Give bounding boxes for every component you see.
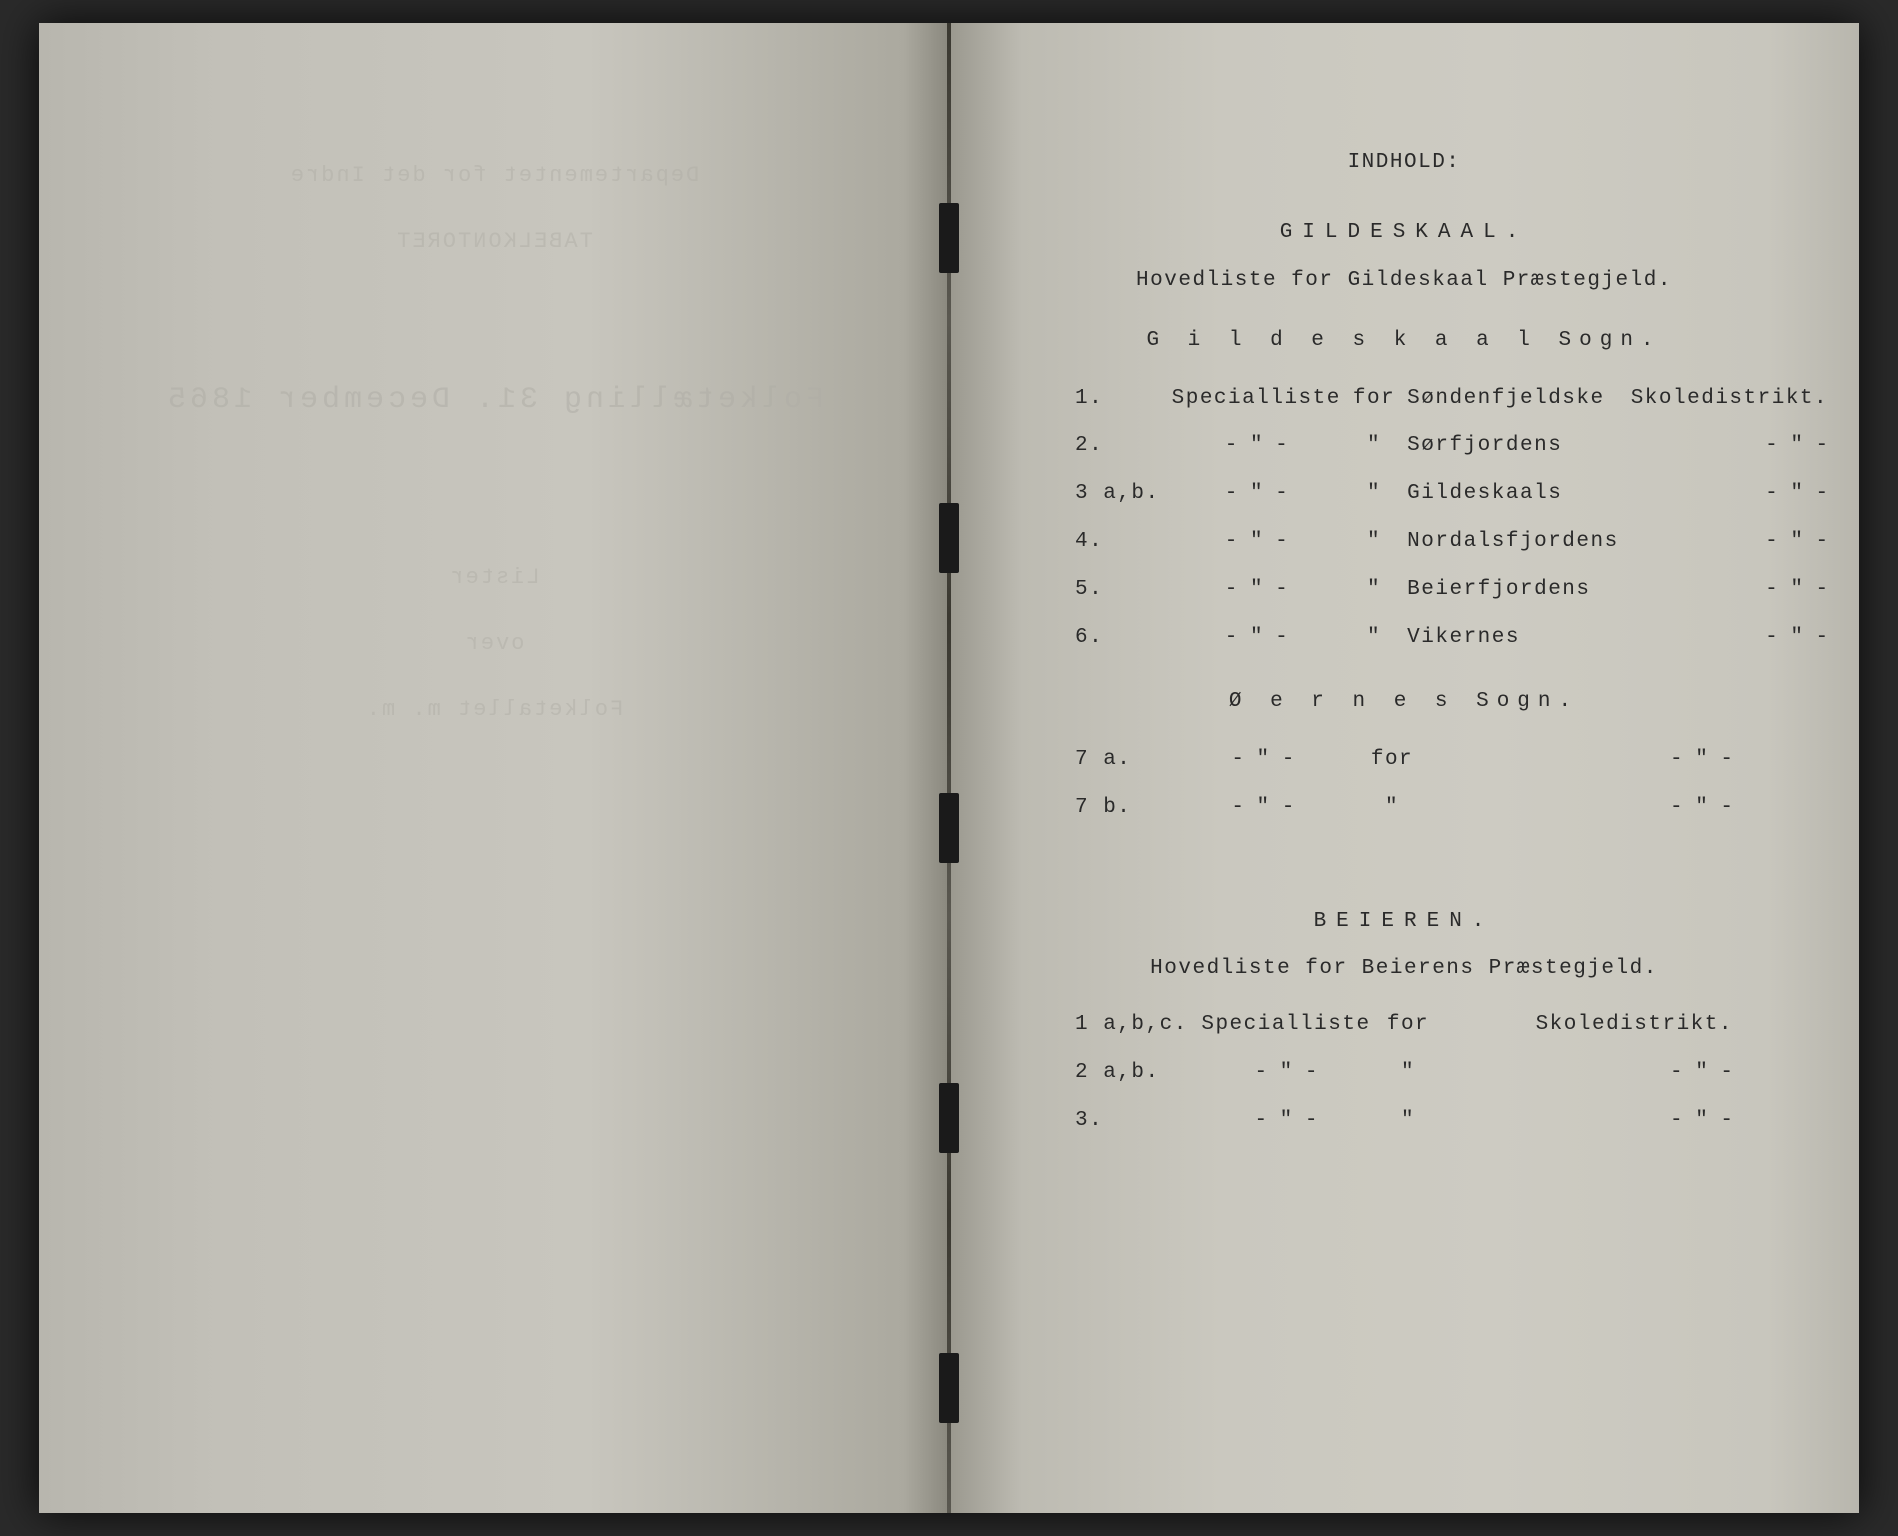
row-spec: - " - <box>1166 422 1347 470</box>
row-dist: - " - <box>1625 566 1834 614</box>
section-subheading-beieren: Hovedliste for Beierens Præstegjeld. <box>1069 949 1739 989</box>
row-dist: - " - <box>1625 518 1834 566</box>
row-num: 7 a. <box>1069 736 1169 784</box>
row-dist: Skoledistrikt. <box>1530 1001 1739 1049</box>
right-page: INDHOLD: GILDESKAAL. Hovedliste for Gild… <box>949 23 1859 1513</box>
listing-table-beieren: 1 a,b,c. Specialliste for Skoledistrikt.… <box>1069 1001 1739 1145</box>
row-name <box>1438 1049 1530 1097</box>
sogn-label-oernes: Ø e r n e s Sogn. <box>1069 682 1739 722</box>
row-for: " <box>1347 518 1401 566</box>
row-num: 1. <box>1069 375 1166 423</box>
binding-mark <box>939 1353 959 1423</box>
row-dist: - " - <box>1664 784 1739 832</box>
ghost-sub3: Folketallet m. m. <box>119 677 869 743</box>
row-dist: - " - <box>1664 736 1739 784</box>
row-spec: - " - <box>1166 518 1347 566</box>
content-body: INDHOLD: GILDESKAAL. Hovedliste for Gild… <box>1029 143 1779 1145</box>
table-row: 3 a,b. - " - " Gildeskaals - " - <box>1069 470 1834 518</box>
row-for: " <box>1347 566 1401 614</box>
section-title-gildeskaal: GILDESKAAL. <box>1069 213 1739 253</box>
row-spec: - " - <box>1169 784 1358 832</box>
row-num: 1 a,b,c. <box>1069 1001 1194 1049</box>
table-row: 7 b. - " - " - " - <box>1069 784 1739 832</box>
sogn-label-gildeskaal: G i l d e s k a a l Sogn. <box>1069 321 1739 361</box>
row-name: Søndenfjeldske <box>1401 375 1625 423</box>
binding-mark <box>939 793 959 863</box>
row-spec: - " - <box>1166 614 1347 662</box>
row-num: 5. <box>1069 566 1166 614</box>
binding-mark <box>939 1083 959 1153</box>
row-dist: - " - <box>1530 1097 1739 1145</box>
section-title-beieren: BEIEREN. <box>1069 902 1739 942</box>
row-name <box>1438 1001 1530 1049</box>
row-num: 7 b. <box>1069 784 1169 832</box>
listing-table-sogn2: 7 a. - " - for - " - 7 b. - " - " - " - <box>1069 736 1739 832</box>
table-row: 7 a. - " - for - " - <box>1069 736 1739 784</box>
table-row: 6. - " - " Vikernes - " - <box>1069 614 1834 662</box>
row-name <box>1427 736 1664 784</box>
row-for: " <box>1378 1049 1438 1097</box>
table-row: 2. - " - " Sørfjordens - " - <box>1069 422 1834 470</box>
table-row: 4. - " - " Nordalsfjordens - " - <box>1069 518 1834 566</box>
row-name: Sørfjordens <box>1401 422 1625 470</box>
table-row: 1. Specialliste for Søndenfjeldske Skole… <box>1069 375 1834 423</box>
row-num: 3 a,b. <box>1069 470 1166 518</box>
row-dist: - " - <box>1625 614 1834 662</box>
row-name: Vikernes <box>1401 614 1625 662</box>
row-spec: - " - <box>1166 470 1347 518</box>
ghost-title: Folketælling 31. December 1865 <box>119 355 869 445</box>
row-spec: - " - <box>1166 566 1347 614</box>
listing-table-sogn1: 1. Specialliste for Søndenfjeldske Skole… <box>1069 375 1834 662</box>
ghost-sub1: Lister <box>119 545 869 611</box>
row-for: " <box>1357 784 1427 832</box>
row-num: 3. <box>1069 1097 1194 1145</box>
row-num: 2 a,b. <box>1069 1049 1194 1097</box>
ghost-sub2: over <box>119 611 869 677</box>
row-dist: - " - <box>1530 1049 1739 1097</box>
table-row: 3. - " - " - " - <box>1069 1097 1739 1145</box>
ghost-bureau: TABELKONTORET <box>119 209 869 275</box>
row-name: Gildeskaals <box>1401 470 1625 518</box>
binding-mark <box>939 203 959 273</box>
table-row: 2 a,b. - " - " - " - <box>1069 1049 1739 1097</box>
table-row: 1 a,b,c. Specialliste for Skoledistrikt. <box>1069 1001 1739 1049</box>
row-name: Nordalsfjordens <box>1401 518 1625 566</box>
row-for: for <box>1357 736 1427 784</box>
row-spec: Specialliste <box>1166 375 1347 423</box>
row-num: 6. <box>1069 614 1166 662</box>
ghost-dept: Departementet for det Indre <box>119 143 869 209</box>
book-spread: Departementet for det Indre TABELKONTORE… <box>39 23 1859 1513</box>
row-spec: Specialliste <box>1194 1001 1378 1049</box>
section-spacer <box>1069 832 1739 872</box>
row-for: for <box>1347 375 1401 423</box>
row-for: " <box>1378 1097 1438 1145</box>
row-for: for <box>1378 1001 1438 1049</box>
page-heading: INDHOLD: <box>1069 143 1739 183</box>
row-dist: - " - <box>1625 422 1834 470</box>
section-subheading-gildeskaal: Hovedliste for Gildeskaal Præstegjeld. <box>1069 261 1739 301</box>
left-page-ghost-text: Departementet for det Indre TABELKONTORE… <box>119 143 869 743</box>
table-row: 5. - " - " Beierfjordens - " - <box>1069 566 1834 614</box>
row-spec: - " - <box>1194 1049 1378 1097</box>
row-dist: Skoledistrikt. <box>1625 375 1834 423</box>
row-name <box>1438 1097 1530 1145</box>
row-for: " <box>1347 422 1401 470</box>
row-for: " <box>1347 614 1401 662</box>
row-spec: - " - <box>1169 736 1358 784</box>
row-spec: - " - <box>1194 1097 1378 1145</box>
row-for: " <box>1347 470 1401 518</box>
row-num: 2. <box>1069 422 1166 470</box>
row-dist: - " - <box>1625 470 1834 518</box>
row-name <box>1427 784 1664 832</box>
row-name: Beierfjordens <box>1401 566 1625 614</box>
binding-mark <box>939 503 959 573</box>
left-page: Departementet for det Indre TABELKONTORE… <box>39 23 949 1513</box>
row-num: 4. <box>1069 518 1166 566</box>
